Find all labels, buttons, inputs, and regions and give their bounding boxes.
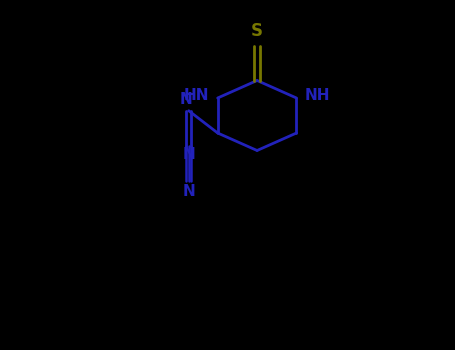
Text: N: N — [180, 92, 193, 107]
Text: N: N — [182, 147, 195, 162]
Text: NH: NH — [305, 88, 330, 103]
Text: HN: HN — [184, 88, 209, 103]
Text: N: N — [182, 183, 195, 198]
Text: S: S — [251, 22, 263, 40]
